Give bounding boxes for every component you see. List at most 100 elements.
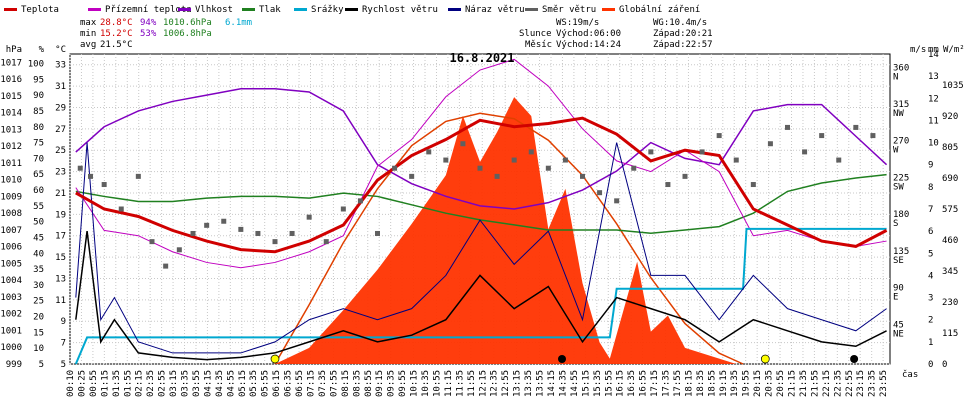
x-axis-tick: 17:55 xyxy=(673,370,683,397)
dir-axis-tick: 225 xyxy=(893,173,909,183)
x-axis-tick: 16:35 xyxy=(627,370,637,397)
pct-axis-tick: 30 xyxy=(33,281,44,291)
wind-dir-point xyxy=(149,239,155,245)
pct-axis-title: % xyxy=(39,45,45,55)
x-axis-tick: 15:55 xyxy=(604,370,614,397)
legend-label-1: Teplota xyxy=(21,5,59,15)
pct-axis-tick: 45 xyxy=(33,233,44,243)
x-axis-tick: 04:55 xyxy=(226,370,236,397)
wm2-axis-title: W/m² xyxy=(943,45,965,55)
pct-axis-tick: 40 xyxy=(33,249,44,259)
wind-gust-line xyxy=(75,142,887,354)
wind-dir-point xyxy=(323,239,329,245)
x-axis-tick: 02:15 xyxy=(135,370,145,397)
x-axis-tick: 20:55 xyxy=(776,370,786,397)
x-axis-tick: 17:35 xyxy=(662,370,672,397)
hpa-axis-tick: 1007 xyxy=(0,226,22,236)
radiation-series xyxy=(274,97,744,365)
pct-axis-tick: 15 xyxy=(33,328,44,338)
x-axis-tick: 11:35 xyxy=(455,370,465,397)
legend-swatch-6 xyxy=(345,8,358,11)
pct-axis-tick: 70 xyxy=(33,154,44,164)
degc-axis-tick: 19 xyxy=(55,210,66,220)
hpa-axis-tick: 1003 xyxy=(0,293,22,303)
x-axis-tick: 06:35 xyxy=(284,370,294,397)
ms-axis-tick: 11 xyxy=(928,116,939,126)
wm2-axis-tick: 805 xyxy=(942,143,958,153)
chart-title: 16.8.2021 xyxy=(449,51,514,65)
wm2-axis-tick: 345 xyxy=(942,267,958,277)
x-axis-tick: 19:15 xyxy=(719,370,729,397)
dir-axis-tick: 180 xyxy=(893,210,909,220)
legend: Teplota Přízemní teplota Vlhkost Tlak Srážky… xyxy=(4,5,700,15)
info-moon-label: Měsíc xyxy=(525,40,552,50)
stat-min-label: min xyxy=(80,29,96,39)
x-axis-title: čas xyxy=(902,369,918,380)
wind-dir-point xyxy=(494,173,500,179)
x-axis-tick: 12:35 xyxy=(490,370,500,397)
legend-label-4: Tlak xyxy=(259,5,281,15)
wind-dir-point xyxy=(665,182,671,188)
dir-axis-tick-dir: NW xyxy=(893,109,904,119)
legend-label-3: Vlhkost xyxy=(195,5,233,15)
ms-axis-tick: 5 xyxy=(928,249,933,259)
stat-avg-label: avg xyxy=(80,40,96,50)
wind-dir-point xyxy=(289,230,295,236)
x-axis-tick: 05:35 xyxy=(249,370,259,397)
degc-axis-tick: 15 xyxy=(55,253,66,263)
hpa-axis-tick: 1010 xyxy=(0,176,22,186)
wm2-axis-tick: 690 xyxy=(942,174,958,184)
hpa-axis-tick: 1009 xyxy=(0,192,22,202)
hpa-axis-tick: 1012 xyxy=(0,142,22,152)
x-axis-tick: 07:15 xyxy=(307,370,317,397)
x-axis-tick: 09:15 xyxy=(375,370,385,397)
hpa-axis-tick: 1014 xyxy=(0,109,22,119)
stat-max-press: 1010.6hPa xyxy=(163,18,212,28)
info-moon-rise: Východ:14:24 xyxy=(556,40,621,50)
x-axis-tick: 03:55 xyxy=(192,370,202,397)
wm2-axis-tick: 460 xyxy=(942,236,958,246)
legend-swatch-3 xyxy=(178,8,191,11)
x-axis-tick: 02:55 xyxy=(158,370,168,397)
wind-dir-point xyxy=(870,133,876,139)
pct-axis-tick: 75 xyxy=(33,139,44,149)
pct-axis-tick: 100 xyxy=(28,59,44,69)
rain-line xyxy=(74,227,887,365)
x-axis-tick: 21:35 xyxy=(799,370,809,397)
degc-axis-tick: 5 xyxy=(61,360,66,370)
axes: hPa1017101610151014101310121011101010091… xyxy=(0,45,964,397)
x-axis-tick: 16:55 xyxy=(639,370,649,397)
sun-set-marker xyxy=(760,354,770,364)
wind-dir-point xyxy=(306,214,312,220)
x-axis-tick: 08:55 xyxy=(364,370,374,397)
legend-swatch-5 xyxy=(294,8,307,11)
wind-dir-point xyxy=(135,173,141,179)
degc-axis-tick: 17 xyxy=(55,232,66,242)
pct-axis-tick: 25 xyxy=(33,297,44,307)
temperature-line xyxy=(75,116,888,254)
stat-max-rain: 6.1mm xyxy=(225,18,252,28)
info-ws: WS:19m/s xyxy=(556,18,599,28)
radiation-theoretical-line xyxy=(274,112,744,365)
wind-dir-point xyxy=(802,149,808,155)
ms-axis-tick: 13 xyxy=(928,72,939,82)
x-axis-tick: 23:55 xyxy=(879,370,889,397)
x-axis-tick: 22:35 xyxy=(833,370,843,397)
pct-axis-tick: 85 xyxy=(33,107,44,117)
wind-dir-point xyxy=(614,198,620,204)
pct-axis-tick: 20 xyxy=(33,313,44,323)
hpa-axis-tick: 1002 xyxy=(0,310,22,320)
ms-axis-tick: 4 xyxy=(928,271,933,281)
pct-axis-tick: 55 xyxy=(33,202,44,212)
hpa-axis-tick: 1008 xyxy=(0,209,22,219)
hpa-axis-tick: 1015 xyxy=(0,92,22,102)
wm2-axis-tick: 575 xyxy=(942,205,958,215)
legend-swatch-1 xyxy=(4,8,17,11)
dir-axis-tick-dir: SW xyxy=(893,182,904,192)
dir-axis-tick-dir: S xyxy=(893,219,898,229)
x-axis-tick: 01:55 xyxy=(123,370,133,397)
x-axis-tick: 14:35 xyxy=(558,370,568,397)
x-axis-tick: 09:55 xyxy=(398,370,408,397)
x-axis-tick: 09:35 xyxy=(387,370,397,397)
degc-axis-tick: 33 xyxy=(55,61,66,71)
